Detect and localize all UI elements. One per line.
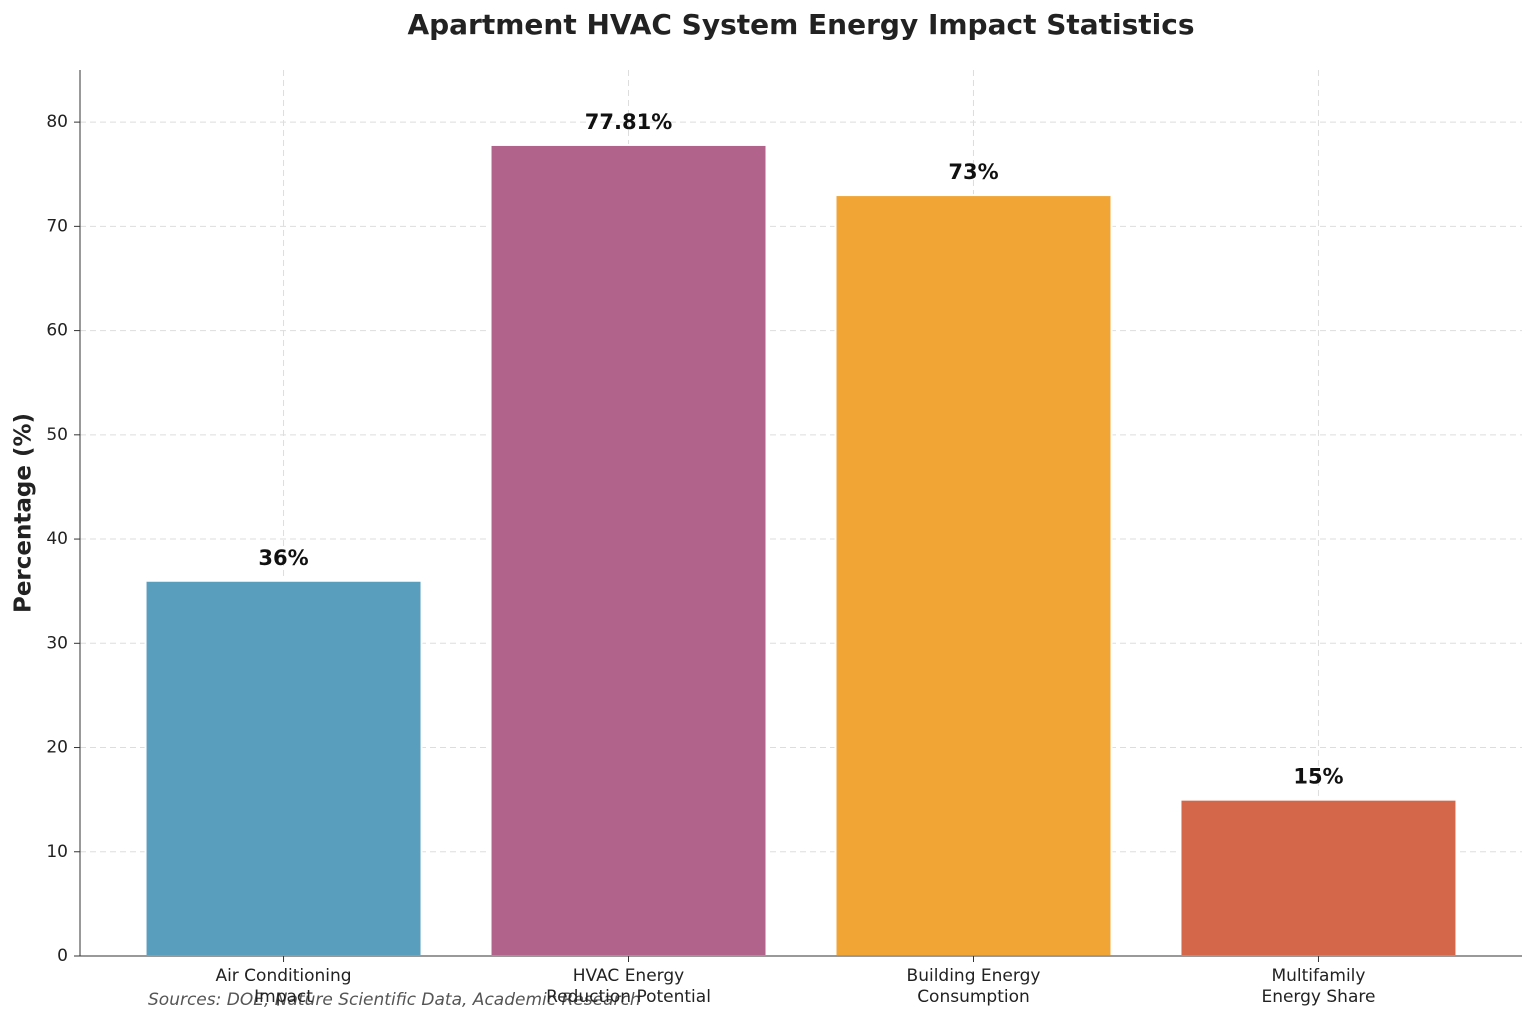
y-tick-label: 50 (46, 425, 68, 445)
y-tick-label: 40 (46, 529, 68, 549)
x-tick-label: HVAC Energy Reduction Potential (546, 966, 711, 1007)
y-tick-label: 0 (57, 946, 68, 966)
source-note: Sources: DOE, Nature Scientific Data, Ac… (148, 990, 641, 1010)
value-label: 15% (1293, 765, 1343, 789)
value-label: 77.81% (585, 110, 672, 134)
x-tick-label: Multifamily Energy Share (1261, 966, 1376, 1007)
bar (144, 579, 423, 957)
y-tick-label: 60 (46, 321, 68, 341)
bar (489, 143, 768, 957)
y-tick-label: 10 (46, 842, 68, 862)
x-tick-label: Building Energy Consumption (906, 966, 1041, 1007)
value-label: 73% (948, 160, 998, 184)
bar (1179, 798, 1458, 957)
x-tick-label: Air Conditioning Impact (215, 966, 352, 1007)
y-tick-label: 30 (46, 633, 68, 653)
y-tick-label: 70 (46, 216, 68, 236)
bar (834, 194, 1113, 958)
value-label: 36% (258, 546, 308, 570)
chart-title: Apartment HVAC System Energy Impact Stat… (407, 8, 1194, 41)
y-axis-label: Percentage (%) (11, 413, 37, 613)
y-tick-label: 80 (46, 112, 68, 132)
y-tick-label: 20 (46, 738, 68, 758)
